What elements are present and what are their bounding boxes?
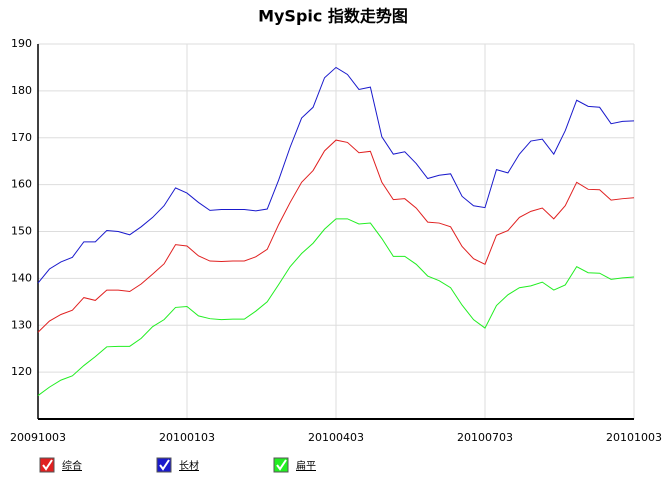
y-tick-label: 150	[11, 225, 32, 238]
y-tick-label: 170	[11, 131, 32, 144]
legend-label[interactable]: 扁平	[296, 459, 316, 472]
chart-title: MySpic 指数走势图	[258, 7, 408, 26]
x-tick-label: 20101003	[606, 431, 662, 444]
x-tick-label: 20091003	[10, 431, 66, 444]
line-series	[37, 139, 635, 333]
y-tick-label: 180	[11, 84, 32, 97]
y-tick-label: 130	[11, 318, 32, 331]
x-tick-label: 20100403	[308, 431, 364, 444]
line-series	[37, 66, 635, 284]
line-series	[37, 218, 635, 396]
x-tick-label: 20100703	[457, 431, 513, 444]
y-tick-label: 190	[11, 37, 32, 50]
legend-label[interactable]: 综合	[62, 459, 82, 472]
legend-check	[159, 459, 170, 471]
y-tick-label: 120	[11, 365, 32, 378]
y-tick-label: 160	[11, 178, 32, 191]
legend-check	[276, 459, 287, 471]
y-tick-label: 140	[11, 271, 32, 284]
legend-check	[42, 459, 53, 471]
legend-label[interactable]: 长材	[179, 459, 199, 472]
x-tick-label: 20100103	[159, 431, 215, 444]
